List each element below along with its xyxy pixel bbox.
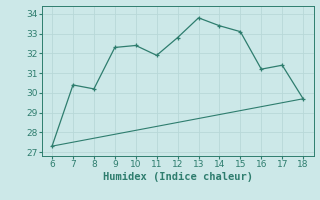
X-axis label: Humidex (Indice chaleur): Humidex (Indice chaleur): [103, 172, 252, 182]
